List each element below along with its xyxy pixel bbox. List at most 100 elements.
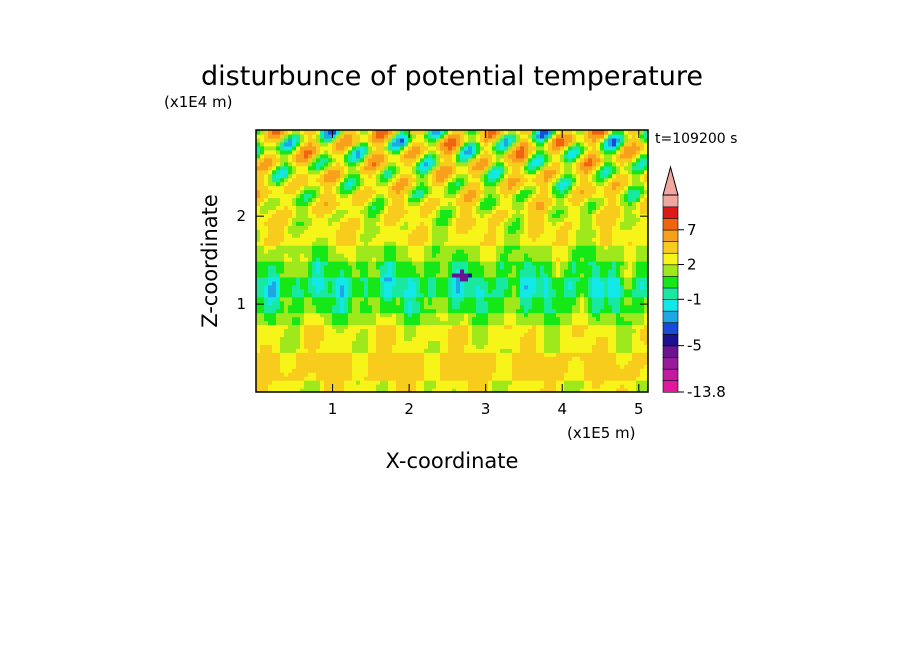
- heatmap-cell: [552, 300, 557, 306]
- heatmap-cell: [348, 253, 353, 258]
- heatmap-cell: [484, 308, 489, 314]
- heatmap-cell: [520, 320, 525, 326]
- heatmap-cell: [476, 328, 481, 334]
- heatmap-cell: [440, 233, 445, 238]
- heatmap-cell: [528, 249, 533, 254]
- heatmap-cell: [344, 217, 349, 222]
- heatmap-cell: [480, 272, 485, 278]
- heatmap-cell: [464, 328, 469, 334]
- heatmap-cell: [608, 193, 613, 199]
- heatmap-cell: [320, 229, 325, 234]
- heatmap-cell: [488, 388, 493, 392]
- heatmap-cell: [532, 296, 537, 302]
- heatmap-cell: [520, 237, 525, 242]
- heatmap-cell: [564, 292, 569, 298]
- heatmap-cell: [512, 384, 517, 389]
- heatmap-cell: [436, 348, 441, 353]
- heatmap-cell: [356, 388, 361, 392]
- heatmap-cell: [560, 304, 565, 310]
- heatmap-cell: [400, 284, 405, 290]
- heatmap-cell: [400, 193, 405, 199]
- heatmap-cell: [284, 189, 289, 195]
- heatmap-cell: [328, 340, 333, 345]
- heatmap-cell: [576, 205, 581, 210]
- heatmap-cell: [552, 360, 557, 365]
- heatmap-cell: [312, 372, 317, 377]
- heatmap-cell: [400, 264, 405, 270]
- heatmap-cell: [332, 245, 337, 250]
- heatmap-cell: [432, 221, 437, 226]
- heatmap-cell: [524, 193, 529, 199]
- heatmap-cell: [300, 280, 305, 286]
- heatmap-cell: [492, 368, 497, 373]
- heatmap-cell: [644, 280, 648, 286]
- heatmap-cell: [500, 237, 505, 242]
- heatmap-cell: [524, 384, 529, 389]
- heatmap-cell: [328, 388, 333, 392]
- heatmap-cell: [600, 376, 605, 381]
- heatmap-cell: [268, 340, 273, 345]
- heatmap-cell: [296, 284, 301, 290]
- heatmap-cell: [324, 237, 329, 242]
- heatmap-cell: [524, 233, 529, 238]
- heatmap-cell: [428, 312, 433, 318]
- heatmap-cell: [596, 368, 601, 373]
- heatmap-cell: [372, 229, 377, 234]
- heatmap-cell: [384, 324, 389, 330]
- heatmap-cell: [512, 193, 517, 199]
- heatmap-cell: [284, 320, 289, 326]
- heatmap-cell: [372, 372, 377, 377]
- heatmap-cell: [272, 205, 277, 210]
- heatmap-cell: [292, 368, 297, 373]
- heatmap-cell: [392, 193, 397, 199]
- heatmap-cell: [444, 217, 449, 222]
- heatmap-cell: [400, 217, 405, 222]
- heatmap-cell: [312, 344, 317, 349]
- heatmap-cell: [376, 300, 381, 306]
- heatmap-cell: [556, 340, 561, 345]
- heatmap-cell: [264, 312, 269, 318]
- heatmap-cell: [528, 336, 533, 341]
- heatmap-cell: [276, 376, 281, 381]
- heatmap-cell: [272, 280, 277, 286]
- heatmap-cell: [324, 249, 329, 254]
- heatmap-cell: [312, 380, 317, 385]
- heatmap-cell: [572, 193, 577, 199]
- heatmap-cell: [320, 304, 325, 310]
- heatmap-cell: [488, 284, 493, 290]
- heatmap-cell: [444, 364, 449, 369]
- heatmap-cell: [568, 268, 573, 274]
- heatmap-cell: [528, 233, 533, 238]
- heatmap-cell: [464, 300, 469, 306]
- heatmap-cell: [340, 201, 345, 207]
- heatmap-cell: [276, 364, 281, 369]
- heatmap-cell: [392, 364, 397, 369]
- heatmap-cell: [324, 380, 329, 385]
- heatmap-cell: [500, 324, 505, 330]
- heatmap-cell: [256, 197, 261, 203]
- heatmap-cell: [584, 229, 589, 234]
- heatmap-cell: [600, 241, 605, 246]
- heatmap-cell: [396, 308, 401, 314]
- heatmap-cell: [484, 300, 489, 306]
- heatmap-cell: [488, 320, 493, 326]
- heatmap-cell: [584, 209, 589, 214]
- heatmap-cell: [564, 205, 569, 210]
- heatmap-cell: [324, 261, 329, 266]
- heatmap-cell: [504, 213, 509, 218]
- heatmap-cell: [484, 368, 489, 373]
- heatmap-cell: [516, 288, 521, 294]
- heatmap-cell: [296, 332, 301, 338]
- heatmap-cell: [356, 276, 361, 282]
- heatmap-cell: [504, 368, 509, 373]
- heatmap-cell: [644, 268, 648, 274]
- heatmap-cell: [540, 221, 545, 226]
- heatmap-cell: [348, 352, 353, 357]
- heatmap-cell: [640, 376, 645, 381]
- heatmap-cell: [600, 348, 605, 353]
- heatmap-cell: [352, 316, 357, 322]
- heatmap-cell: [600, 320, 605, 326]
- heatmap-cell: [320, 284, 325, 290]
- heatmap-cell: [392, 261, 397, 266]
- heatmap-cell: [356, 257, 361, 262]
